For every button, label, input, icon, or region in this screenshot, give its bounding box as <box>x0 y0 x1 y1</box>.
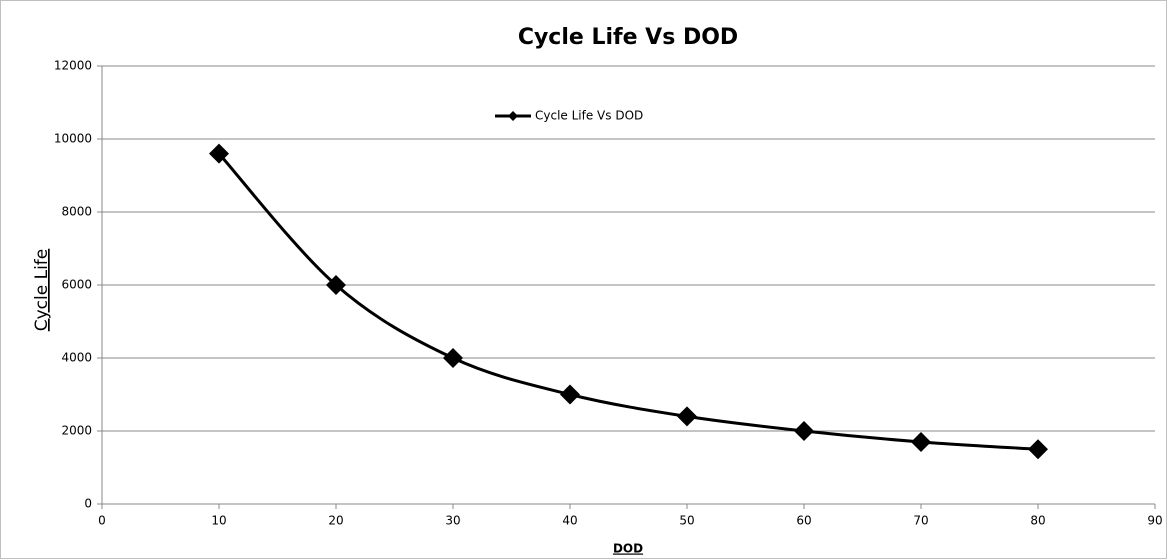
y-tick-label: 2000 <box>61 424 92 438</box>
data-point <box>326 275 346 295</box>
data-point <box>1028 439 1048 460</box>
y-tick-label: 4000 <box>61 351 92 365</box>
y-tick-label: 12000 <box>54 59 92 73</box>
data-point <box>677 406 697 427</box>
chart-title: Cycle Life Vs DOD <box>518 25 738 50</box>
x-tick-label: 20 <box>328 514 343 528</box>
x-tick-label: 10 <box>211 514 226 528</box>
data-point <box>911 431 931 452</box>
x-tick-label: 50 <box>679 514 694 528</box>
x-tick-label: 90 <box>1147 514 1162 528</box>
y-tick-label: 6000 <box>61 278 92 292</box>
x-tick-label: 0 <box>98 514 106 528</box>
x-tick-label: 60 <box>796 514 811 528</box>
y-tick-label: 8000 <box>61 205 92 219</box>
y-tick-label: 0 <box>84 497 92 511</box>
x-tick-label: 80 <box>1030 514 1045 528</box>
x-axis-label: DOD <box>613 542 643 556</box>
data-point <box>209 143 229 164</box>
y-tick-label: 10000 <box>54 132 92 146</box>
x-tick-label: 40 <box>562 514 577 528</box>
data-point <box>443 348 463 368</box>
data-point <box>560 384 580 405</box>
y-axis-label: Cycle Life <box>32 249 52 332</box>
data-point <box>794 421 814 441</box>
x-tick-label: 70 <box>913 514 928 528</box>
legend-marker <box>508 111 518 121</box>
legend-label: Cycle Life Vs DOD <box>535 109 643 123</box>
x-tick-label: 30 <box>445 514 460 528</box>
